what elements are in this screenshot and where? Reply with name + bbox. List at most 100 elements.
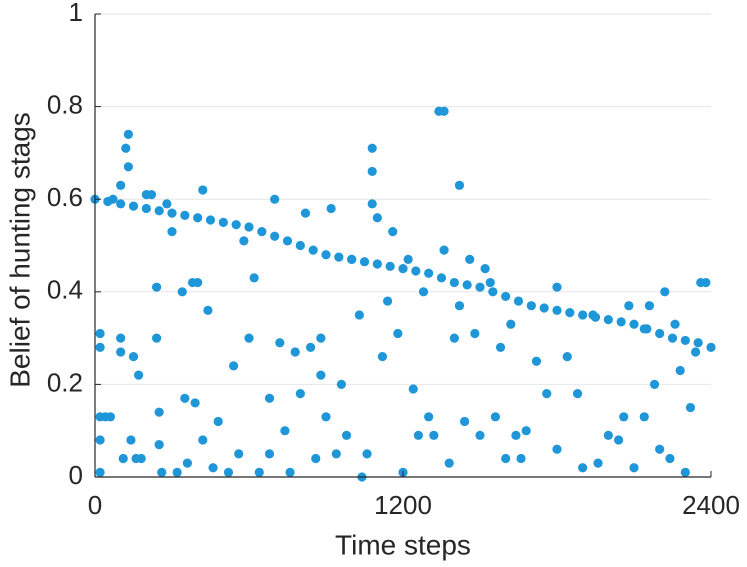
point (205, 215, 216, 225)
point (449, 277, 459, 288)
y-tick-label: 0.4 (47, 275, 83, 305)
point (424, 268, 434, 278)
point (629, 463, 639, 473)
point (691, 347, 701, 357)
point (572, 389, 583, 399)
point (152, 282, 162, 292)
point (693, 338, 703, 348)
point (516, 453, 526, 464)
point (439, 245, 449, 255)
point (393, 328, 403, 339)
point (239, 236, 249, 246)
point (413, 430, 423, 440)
point (331, 449, 341, 459)
point (180, 393, 190, 403)
axes: 0 0.2 0.4 0.6 0.8 1 0 1200 2400 (47, 0, 740, 520)
point (95, 467, 105, 477)
point (460, 416, 470, 427)
point (244, 333, 254, 343)
point (118, 453, 128, 464)
point (208, 463, 218, 473)
point (116, 333, 126, 343)
point (167, 227, 177, 237)
point (123, 129, 133, 139)
point (95, 342, 105, 352)
point (308, 245, 318, 255)
point (565, 308, 575, 318)
point (660, 287, 670, 297)
point (521, 426, 531, 436)
point (152, 333, 162, 343)
point (136, 453, 146, 464)
point (372, 259, 382, 269)
point (95, 328, 105, 339)
point (667, 333, 678, 343)
point (593, 458, 603, 468)
point (501, 291, 511, 302)
point (190, 398, 200, 408)
point (436, 273, 447, 283)
point (685, 402, 696, 413)
point (675, 365, 685, 376)
point (639, 324, 649, 334)
point (578, 310, 588, 320)
point (116, 180, 126, 190)
point (264, 393, 275, 403)
point (475, 430, 485, 440)
point (562, 352, 572, 362)
point (644, 301, 655, 311)
point (257, 227, 267, 237)
y-tick-label: 0.6 (47, 182, 83, 212)
point (665, 453, 675, 464)
point (454, 301, 465, 311)
point (367, 199, 377, 209)
marks (90, 106, 716, 482)
point (411, 266, 421, 276)
point (424, 412, 434, 422)
y-axis-label: Belief of hunting stags (4, 112, 35, 388)
point (362, 449, 372, 459)
point (408, 384, 418, 394)
point (706, 342, 716, 352)
point (223, 467, 234, 477)
point (542, 389, 552, 399)
point (193, 213, 203, 223)
point (321, 412, 331, 422)
point (105, 412, 115, 422)
point (154, 206, 164, 216)
point (213, 416, 223, 427)
point (614, 435, 624, 445)
point (321, 250, 331, 260)
point (655, 444, 665, 454)
point (603, 314, 613, 325)
point (316, 370, 326, 380)
point (398, 264, 408, 274)
point (123, 162, 133, 172)
point (334, 252, 344, 262)
point (270, 231, 280, 241)
point (552, 444, 562, 454)
point (234, 449, 244, 459)
point (619, 412, 629, 422)
point (270, 194, 280, 204)
y-tick-label: 0.2 (47, 367, 83, 397)
point (316, 333, 326, 343)
point (167, 208, 177, 218)
point (383, 296, 393, 306)
point (177, 287, 187, 297)
y-tick-label: 1 (69, 0, 83, 27)
point (680, 335, 690, 346)
y-tick-label: 0.8 (47, 89, 83, 119)
point (616, 317, 626, 327)
point (465, 254, 475, 264)
point (495, 342, 506, 352)
point (506, 319, 516, 329)
point (490, 412, 500, 422)
point (501, 453, 511, 464)
point (295, 389, 305, 399)
point (655, 328, 665, 339)
y-tick-label: 0 (69, 460, 83, 490)
point (449, 333, 459, 343)
point (282, 236, 293, 246)
point (513, 296, 524, 306)
